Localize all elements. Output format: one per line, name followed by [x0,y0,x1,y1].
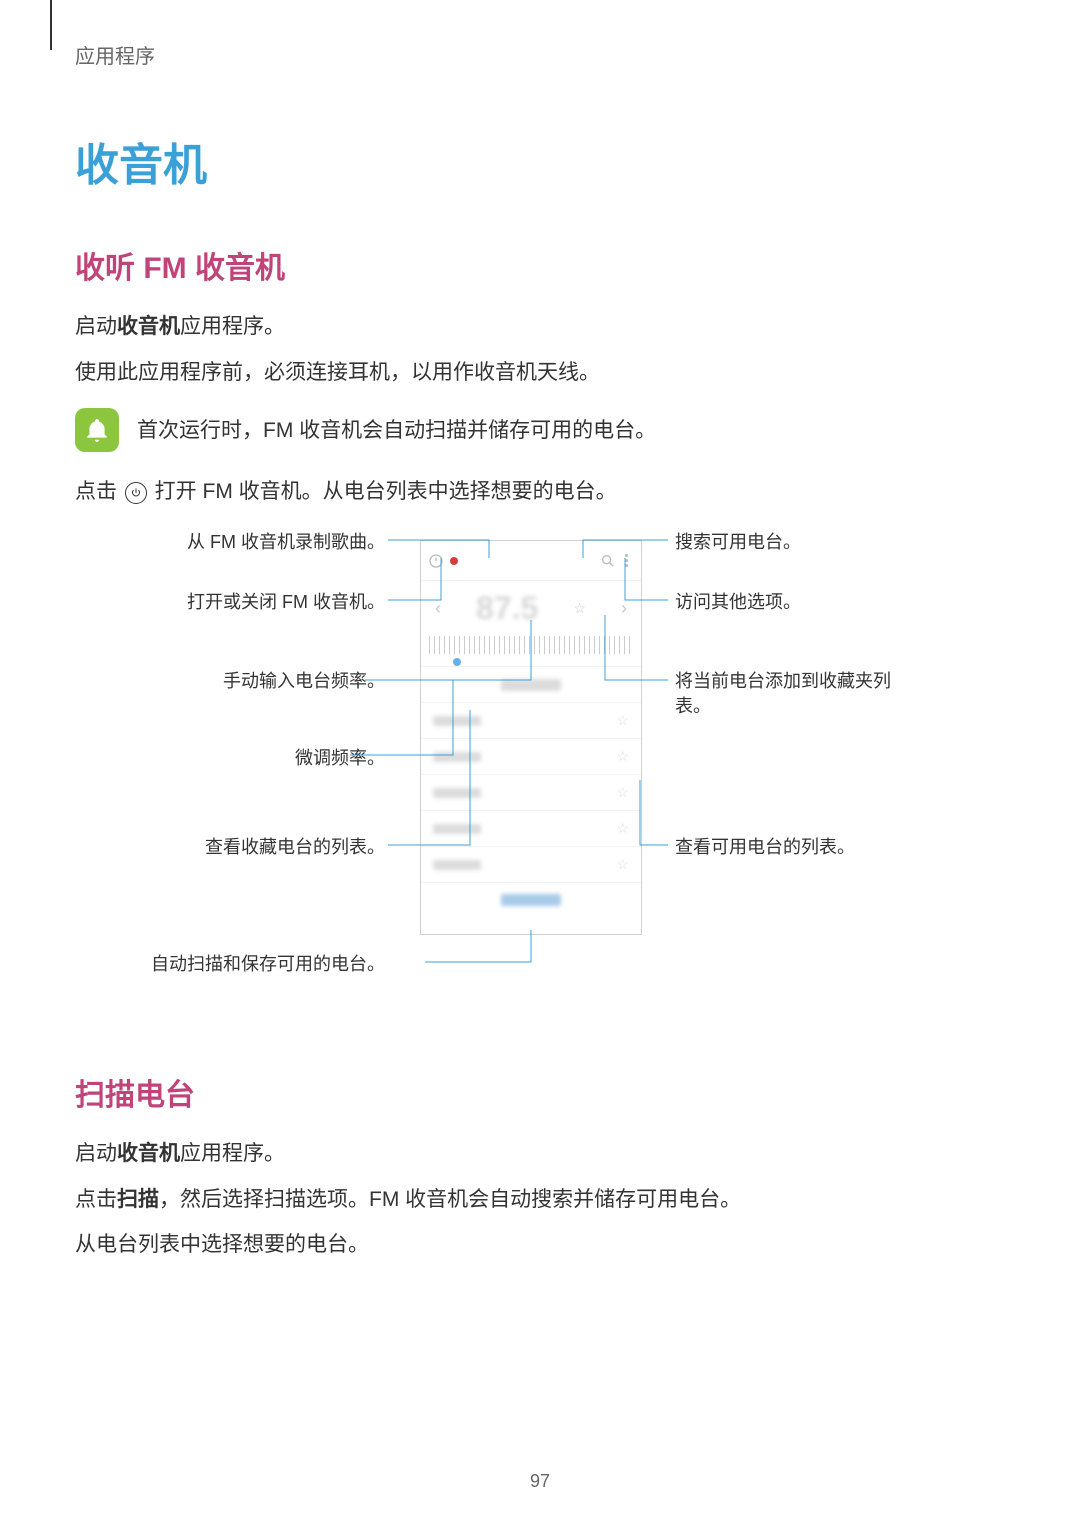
phone-mockup: ‹ 87.5 ☆ › ☆ ☆ ☆ ☆ ☆ [420,540,642,935]
paragraph: 使用此应用程序前，必须连接耳机，以用作收音机天线。 [75,355,1005,391]
text: 启动 [75,315,117,338]
text: 启动 [75,1142,117,1165]
ruler-thumb[interactable] [453,658,461,666]
text: 应用程序。 [180,315,285,338]
callout-left: 从 FM 收音机录制歌曲。 [187,530,385,555]
text: 打开 FM 收音机。从电台列表中选择想要的电台。 [149,480,617,503]
more-icon[interactable] [617,552,635,570]
page-content: 应用程序 收音机 收听 FM 收音机 启动收音机应用程序。 使用此应用程序前，必… [0,0,1080,1263]
note-text: 首次运行时，FM 收音机会自动扫描并储存可用的电台。 [137,413,656,449]
text-bold: 收音机 [117,1142,180,1165]
star-icon[interactable]: ☆ [616,784,629,801]
record-icon[interactable] [445,552,463,570]
callout-left: 打开或关闭 FM 收音机。 [187,590,385,615]
section-heading-listen: 收听 FM 收音机 [75,243,1005,287]
chevron-left-icon[interactable]: ‹ [435,598,441,619]
frequency-display[interactable]: 87.5 [476,590,538,627]
star-icon[interactable]: ☆ [616,820,629,837]
text: 点击 [75,1188,117,1211]
paragraph: 启动收音机应用程序。 [75,1136,1005,1172]
station-row[interactable]: ☆ [421,810,641,846]
paragraph: 启动收音机应用程序。 [75,309,1005,345]
station-row[interactable]: ☆ [421,774,641,810]
station-row[interactable]: ☆ [421,738,641,774]
callout-right: 访问其他选项。 [675,590,801,615]
star-icon[interactable]: ☆ [616,712,629,729]
callout-right: 搜索可用电台。 [675,530,801,555]
radio-diagram: 从 FM 收音机录制歌曲。打开或关闭 FM 收音机。手动输入电台频率。微调频率。… [75,530,1005,990]
text: 应用程序。 [180,1142,285,1165]
scan-bar[interactable] [421,882,641,916]
breadcrumb: 应用程序 [75,40,1005,69]
note: 首次运行时，FM 收音机会自动扫描并储存可用的电台。 [75,408,1005,452]
page-number: 97 [0,1471,1080,1492]
text: 点击 [75,480,123,503]
station-row[interactable]: ☆ [421,702,641,738]
callout-left: 查看收藏电台的列表。 [205,835,385,860]
callout-right: 查看可用电台的列表。 [675,835,855,860]
bell-icon [75,408,119,452]
frequency-row: ‹ 87.5 ☆ › [421,581,641,636]
power-icon [125,482,147,504]
chevron-right-icon[interactable]: › [621,598,627,619]
search-icon[interactable] [599,552,617,570]
power-icon[interactable] [427,552,445,570]
callout-left: 手动输入电台频率。 [223,669,385,694]
callout-left: 微调频率。 [295,746,385,771]
callout-left: 自动扫描和保存可用的电台。 [151,952,385,977]
paragraph: 点击扫描，然后选择扫描选项。FM 收音机会自动搜索并储存可用电台。 [75,1182,1005,1218]
star-icon[interactable]: ☆ [616,856,629,873]
favorite-star-icon[interactable]: ☆ [573,600,586,617]
text-bold: 收音机 [117,315,180,338]
section-heading-scan: 扫描电台 [75,1070,1005,1114]
frequency-ruler[interactable] [421,636,641,666]
page-title: 收音机 [75,129,1005,193]
station-row[interactable]: ☆ [421,846,641,882]
star-icon[interactable]: ☆ [616,748,629,765]
callout-right: 将当前电台添加到收藏夹列表。 [675,669,915,719]
text-bold: 扫描 [117,1188,159,1211]
phone-header [421,541,641,581]
paragraph: 从电台列表中选择想要的电台。 [75,1227,1005,1263]
favorites-bar[interactable] [421,666,641,702]
paragraph: 点击 打开 FM 收音机。从电台列表中选择想要的电台。 [75,474,1005,510]
text: ，然后选择扫描选项。FM 收音机会自动搜索并储存可用电台。 [159,1188,741,1211]
